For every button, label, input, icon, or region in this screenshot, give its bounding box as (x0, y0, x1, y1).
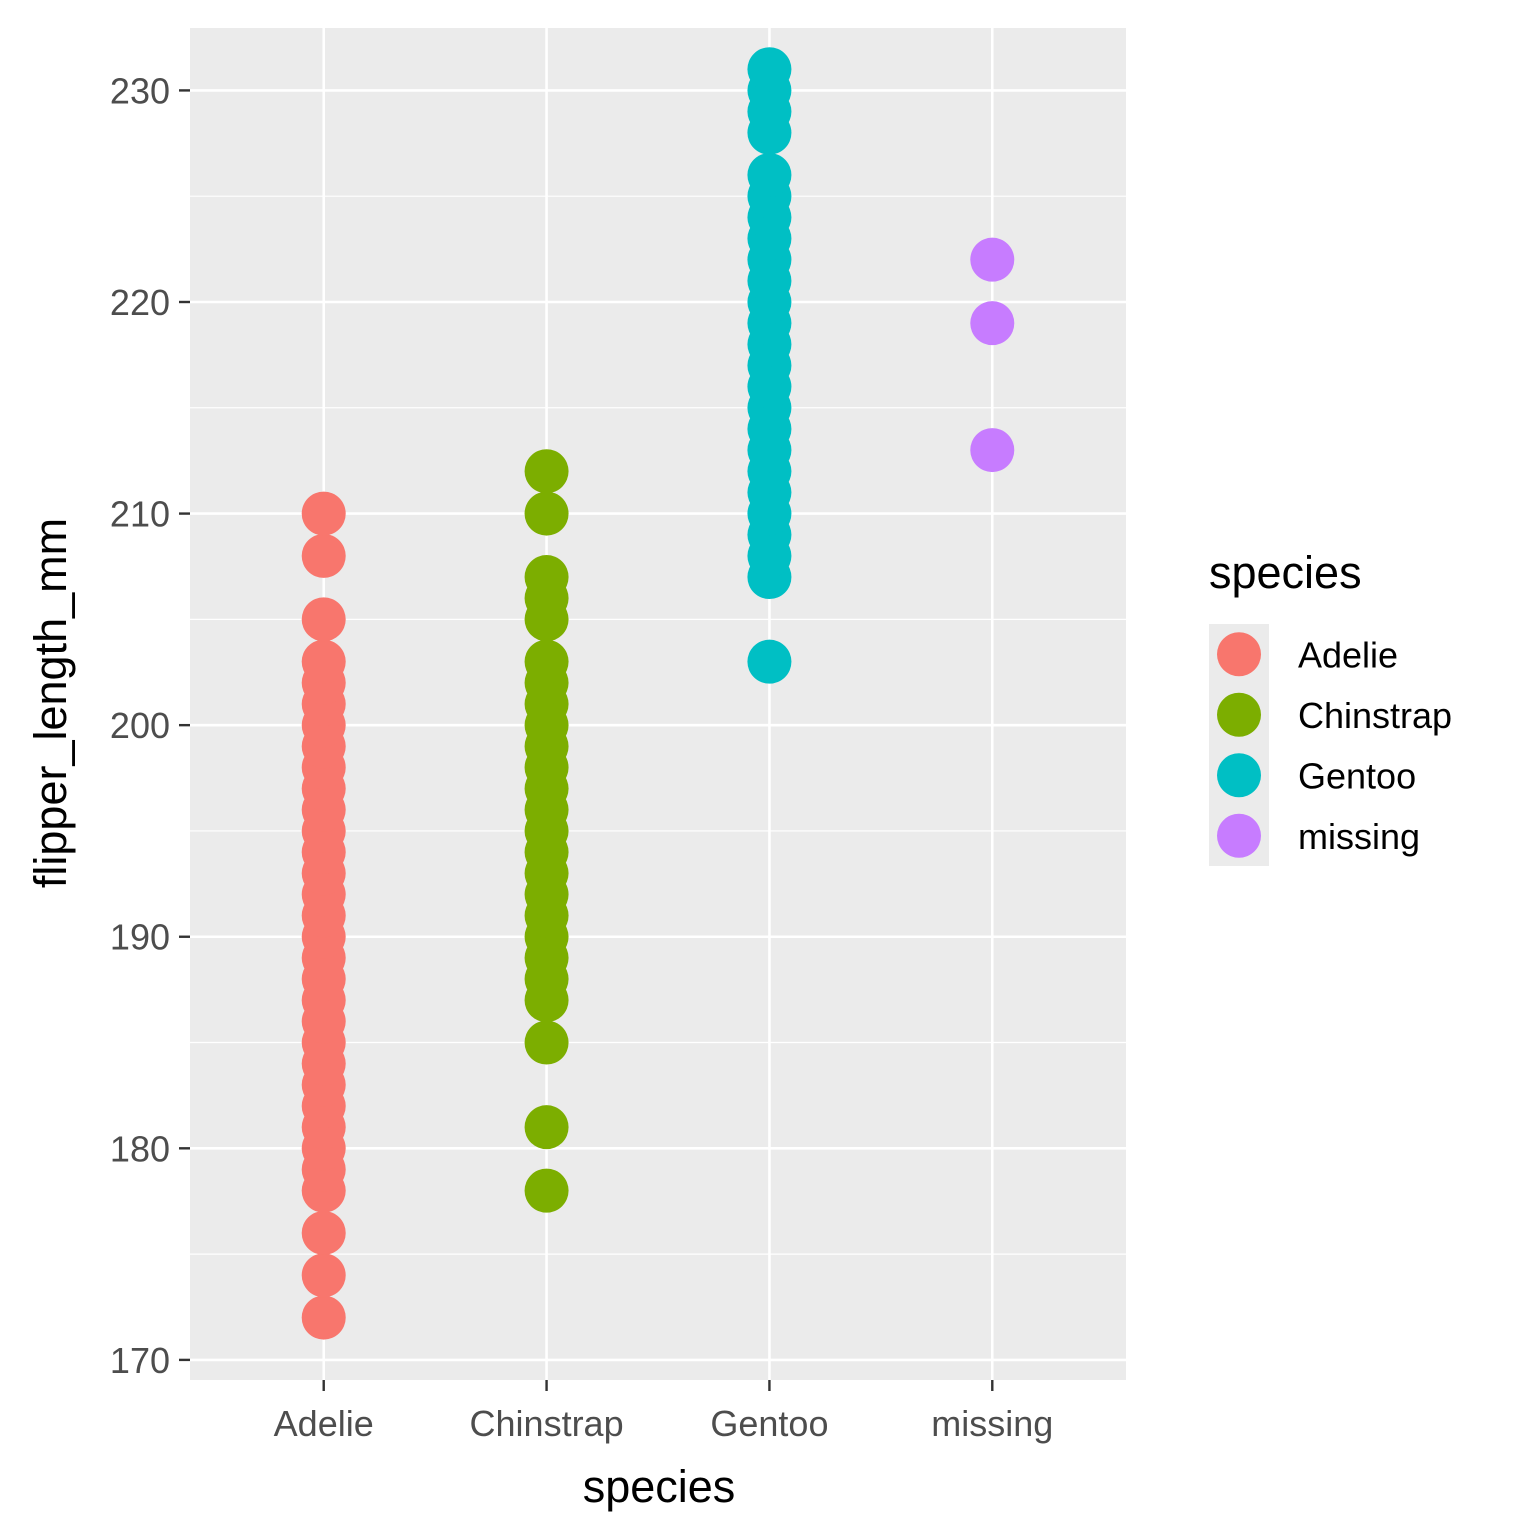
legend-key-symbol (1217, 632, 1261, 677)
data-point (747, 639, 792, 684)
legend-label: Gentoo (1298, 755, 1416, 796)
y-axis-title: flipper_length_mm (25, 518, 76, 888)
legend-label: missing (1298, 816, 1420, 857)
data-point (524, 1020, 569, 1065)
x-tick-label: Chinstrap (470, 1403, 624, 1444)
y-tick-label: 180 (110, 1128, 170, 1169)
data-point (524, 1168, 569, 1213)
data-point (970, 428, 1015, 473)
legend-title: species (1209, 547, 1362, 598)
data-point (301, 491, 346, 536)
legend-key-symbol (1217, 692, 1261, 737)
legend-key-symbol (1217, 753, 1261, 798)
legend-key-symbol (1217, 813, 1261, 858)
data-point (747, 47, 792, 92)
x-tick-label: Adelie (274, 1403, 374, 1444)
data-point (524, 555, 569, 600)
data-point (301, 1253, 346, 1298)
data-point (970, 237, 1015, 282)
y-tick-label: 230 (110, 70, 170, 111)
data-point (301, 639, 346, 684)
data-point (524, 491, 569, 536)
y-tick-label: 170 (110, 1340, 170, 1381)
legend-label: Adelie (1298, 634, 1398, 675)
data-point (524, 449, 569, 494)
plot-panel (190, 28, 1126, 1380)
data-point (301, 597, 346, 642)
data-point (301, 533, 346, 578)
legend: species Adelie Chinstrap Gentoo missing (1209, 547, 1452, 866)
data-point (524, 639, 569, 684)
data-point (747, 153, 792, 198)
y-tick-label: 190 (110, 917, 170, 958)
x-tick-label: Gentoo (710, 1403, 828, 1444)
data-point (301, 1295, 346, 1340)
legend-label: Chinstrap (1298, 695, 1452, 736)
data-point (301, 1210, 346, 1255)
x-axis-title: species (583, 1461, 736, 1512)
y-tick-label: 210 (110, 494, 170, 535)
x-tick-label: missing (931, 1403, 1053, 1444)
y-tick-label: 220 (110, 282, 170, 323)
data-point (524, 1105, 569, 1150)
y-tick-label: 200 (110, 705, 170, 746)
data-point (970, 301, 1015, 346)
